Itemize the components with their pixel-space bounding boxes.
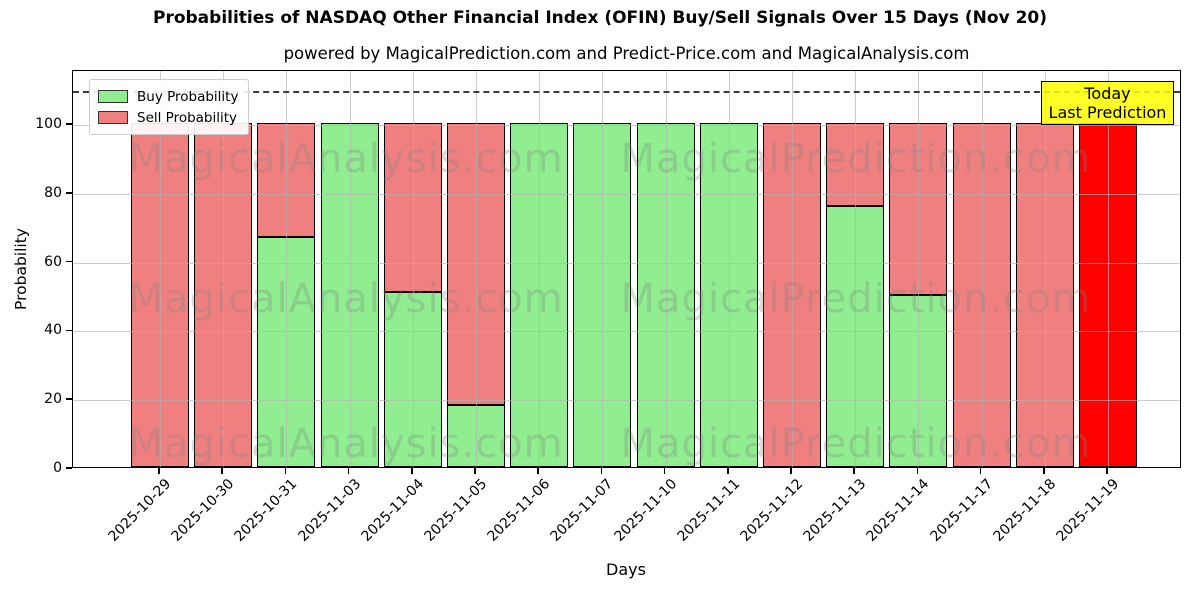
v-gridline xyxy=(349,71,351,467)
y-tick-mark xyxy=(66,260,72,263)
x-tick-mark xyxy=(221,468,223,474)
v-gridline xyxy=(286,71,288,467)
v-gridline xyxy=(792,71,793,467)
sell-legend-label: Sell Probability xyxy=(137,109,238,126)
watermark-text: MagicalAnalysis.com xyxy=(128,276,564,322)
annotation-line2: Last Prediction xyxy=(1048,103,1167,122)
v-gridline xyxy=(728,71,730,467)
watermark-text: MagicalPrediction.com xyxy=(620,421,1092,467)
y-tick-label: 0 xyxy=(53,460,62,476)
x-tick-mark xyxy=(916,468,919,474)
x-tick-mark xyxy=(284,468,287,474)
y-tick-mark xyxy=(66,398,72,400)
buy-legend-label: Buy Probability xyxy=(137,88,239,105)
x-tick-mark xyxy=(411,468,413,474)
x-tick-mark xyxy=(474,468,476,474)
v-gridline xyxy=(981,71,983,467)
v-gridline xyxy=(412,71,414,467)
legend-item-sell: Sell Probability xyxy=(98,107,238,128)
sell-color-swatch xyxy=(98,111,128,124)
x-tick-mark xyxy=(537,468,539,474)
chart-title: Probabilities of NASDAQ Other Financial … xyxy=(152,8,1048,28)
x-tick-mark xyxy=(979,468,982,474)
y-tick-label: 60 xyxy=(44,253,62,270)
y-tick-mark xyxy=(66,192,72,194)
v-gridline xyxy=(476,71,477,467)
x-tick-mark xyxy=(663,468,666,474)
v-gridline xyxy=(918,71,920,467)
y-tick-label: 80 xyxy=(44,184,62,201)
v-gridline xyxy=(665,71,667,467)
y-tick-mark xyxy=(66,123,72,125)
watermark-layer: MagicalAnalysis.com MagicalPrediction.com… xyxy=(73,71,1180,467)
y-tick-label: 20 xyxy=(44,391,62,408)
v-gridline xyxy=(1044,71,1046,467)
x-axis-label: Days xyxy=(606,560,646,579)
y-tick-label: 100 xyxy=(35,116,62,132)
watermark-text: MagicalAnalysis.com xyxy=(128,421,564,467)
v-gridline xyxy=(602,71,604,467)
x-tick-mark xyxy=(790,468,792,474)
x-tick-mark xyxy=(600,468,603,474)
watermark-text: MagicalAnalysis.com xyxy=(128,136,564,182)
legend-item-buy: Buy Probability xyxy=(98,86,238,107)
x-tick-mark xyxy=(347,468,350,474)
h-gridline xyxy=(73,262,1180,264)
x-tick-mark xyxy=(1106,468,1108,474)
v-gridline xyxy=(223,71,225,467)
y-tick-mark xyxy=(66,467,72,469)
x-tick-mark xyxy=(853,468,855,474)
v-gridline xyxy=(160,71,161,467)
y-tick-label: 40 xyxy=(44,322,62,339)
watermark-text: MagicalPrediction.com xyxy=(620,276,1092,322)
gridlines-layer xyxy=(73,71,1180,467)
annotation-line1: Today xyxy=(1084,84,1131,103)
threshold-dashed-line xyxy=(73,90,1180,93)
x-tick-mark xyxy=(727,468,729,474)
v-gridline xyxy=(855,71,857,467)
y-tick-mark xyxy=(66,329,72,332)
chart-subtitle: powered by MagicalPrediction.com and Pre… xyxy=(283,44,970,63)
h-gridline xyxy=(73,125,1180,126)
h-gridline xyxy=(73,331,1180,333)
h-gridline xyxy=(73,400,1180,402)
plot-area: MagicalAnalysis.com MagicalPrediction.com… xyxy=(72,70,1181,468)
watermark-text: MagicalPrediction.com xyxy=(620,136,1092,182)
v-gridline xyxy=(1108,71,1109,467)
today-annotation-box: Today Last Prediction xyxy=(1041,81,1174,125)
v-gridline xyxy=(539,71,541,467)
x-tick-mark xyxy=(158,468,160,474)
legend: Buy Probability Sell Probability xyxy=(89,79,250,135)
h-gridline xyxy=(73,193,1180,195)
buy-color-swatch xyxy=(98,90,128,103)
x-tick-mark xyxy=(1043,468,1045,474)
